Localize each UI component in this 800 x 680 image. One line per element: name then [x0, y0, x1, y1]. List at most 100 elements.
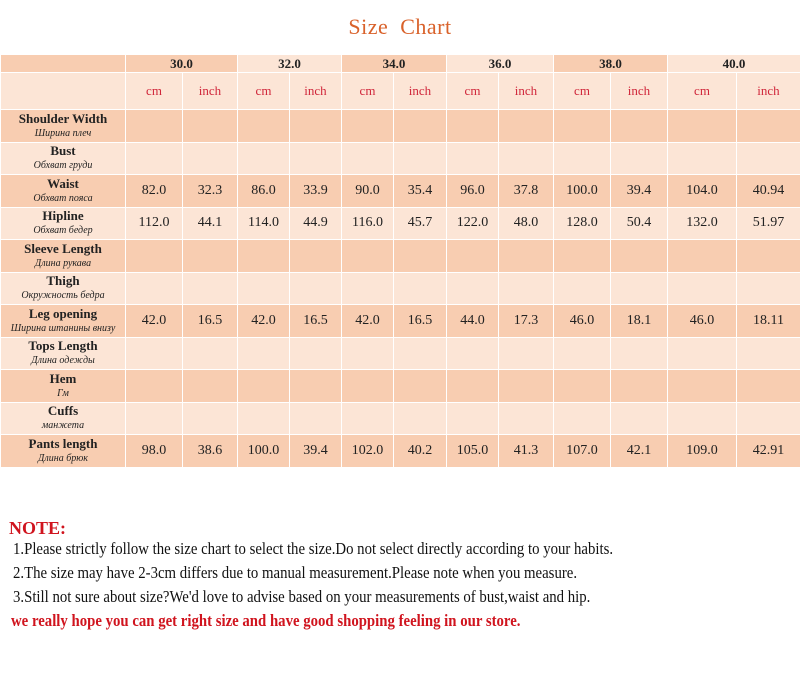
value-cell: 16.5 — [182, 304, 238, 338]
value-cell — [125, 141, 183, 175]
unit-header: inch — [182, 72, 238, 110]
measurement-name: Shoulder Width — [18, 110, 108, 126]
note-line: 2.The size may have 2-3cm differs due to… — [13, 563, 578, 582]
measurement-name-ru: Ширина штанины внизу — [10, 322, 116, 334]
value-cell: 37.8 — [498, 174, 554, 208]
value-cell — [736, 109, 800, 143]
table-row: Leg opening Ширина штанины внизу 42.0 16.5 4… — [0, 304, 800, 338]
value-cell: 42.91 — [736, 434, 800, 468]
value-cell — [446, 239, 499, 273]
value-cell: 16.5 — [289, 304, 342, 338]
value-cell: 18.11 — [736, 304, 800, 338]
value-cell — [667, 141, 737, 175]
value-cell — [610, 109, 668, 143]
value-cell: 46.0 — [667, 304, 737, 338]
value-cell: 112.0 — [125, 206, 183, 240]
value-cell — [553, 109, 611, 143]
value-cell: 35.4 — [393, 174, 447, 208]
size-header-row: 30.0 32.0 34.0 36.0 38.0 40.0 — [0, 54, 800, 73]
value-cell: 48.0 — [498, 206, 554, 240]
value-cell — [446, 401, 499, 435]
value-cell: 128.0 — [553, 206, 611, 240]
value-cell: 82.0 — [125, 174, 183, 208]
value-cell — [182, 109, 238, 143]
measurement-name: Hipline — [42, 208, 84, 224]
table-row: Shoulder Width Ширина плеч — [0, 109, 800, 143]
unit-header: cm — [237, 72, 290, 110]
measurement-name: Leg opening — [28, 305, 98, 321]
value-cell: 42.0 — [341, 304, 394, 338]
measurement-label: Cuffs манжета — [0, 401, 126, 435]
value-cell: 32.3 — [182, 174, 238, 208]
value-cell — [289, 109, 342, 143]
measurement-name-ru: Обхват груди — [33, 160, 93, 172]
value-cell: 122.0 — [446, 206, 499, 240]
value-cell — [237, 401, 290, 435]
table-row: Bust Обхват груди — [0, 141, 800, 175]
value-cell — [446, 271, 499, 305]
value-cell: 96.0 — [446, 174, 499, 208]
value-cell: 51.97 — [736, 206, 800, 240]
measurement-name-ru: Гм — [57, 387, 69, 399]
note-title: NOTE: — [9, 518, 67, 538]
value-cell — [498, 271, 554, 305]
value-cell — [553, 401, 611, 435]
value-cell: 114.0 — [237, 206, 290, 240]
unit-header: inch — [289, 72, 342, 110]
corner-cell — [0, 54, 126, 73]
value-cell — [125, 271, 183, 305]
value-cell — [667, 109, 737, 143]
value-cell — [393, 336, 447, 370]
measurement-label: Tops Length Длина одежды — [0, 336, 126, 370]
value-cell: 107.0 — [553, 434, 611, 468]
value-cell — [446, 336, 499, 370]
value-cell: 44.9 — [289, 206, 342, 240]
value-cell: 100.0 — [237, 434, 290, 468]
table-row: Tops Length Длина одежды — [0, 336, 800, 370]
value-cell — [289, 336, 342, 370]
value-cell — [341, 336, 394, 370]
value-cell: 42.0 — [237, 304, 290, 338]
value-cell: 16.5 — [393, 304, 447, 338]
value-cell: 39.4 — [289, 434, 342, 468]
measurement-name: Bust — [50, 143, 76, 159]
value-cell — [393, 141, 447, 175]
value-cell — [736, 239, 800, 273]
value-cell — [289, 401, 342, 435]
value-cell: 86.0 — [237, 174, 290, 208]
unit-header: cm — [553, 72, 611, 110]
measurement-label: Waist Обхват пояса — [0, 174, 126, 208]
value-cell — [237, 109, 290, 143]
notes-section: NOTE: 1.Please strictly follow the size … — [9, 518, 703, 631]
value-cell — [498, 401, 554, 435]
measurement-name-ru: Длина рукава — [34, 257, 92, 269]
value-cell: 105.0 — [446, 434, 499, 468]
value-cell: 44.0 — [446, 304, 499, 338]
value-cell — [125, 369, 183, 403]
value-cell — [553, 141, 611, 175]
measurement-name-ru: Обхват бедер — [33, 225, 93, 237]
value-cell — [393, 369, 447, 403]
value-cell — [289, 141, 342, 175]
value-cell: 17.3 — [498, 304, 554, 338]
measurement-name-ru: манжета — [41, 420, 85, 432]
value-cell — [736, 336, 800, 370]
corner-cell — [0, 72, 126, 110]
measurement-name-ru: Обхват пояса — [33, 192, 93, 204]
value-cell — [393, 109, 447, 143]
page-title: Size Chart — [348, 14, 452, 39]
value-cell — [237, 336, 290, 370]
value-cell — [553, 239, 611, 273]
unit-header: inch — [393, 72, 447, 110]
measurement-label: Hem Гм — [0, 369, 126, 403]
value-cell: 41.3 — [498, 434, 554, 468]
value-cell: 18.1 — [610, 304, 668, 338]
value-cell — [498, 239, 554, 273]
table-row: Cuffs манжета — [0, 401, 800, 435]
measurement-name: Pants length — [28, 435, 98, 451]
measurement-name: Sleeve Length — [24, 240, 102, 256]
value-cell — [125, 239, 183, 273]
value-cell — [289, 271, 342, 305]
unit-header: cm — [446, 72, 499, 110]
value-cell: 98.0 — [125, 434, 183, 468]
